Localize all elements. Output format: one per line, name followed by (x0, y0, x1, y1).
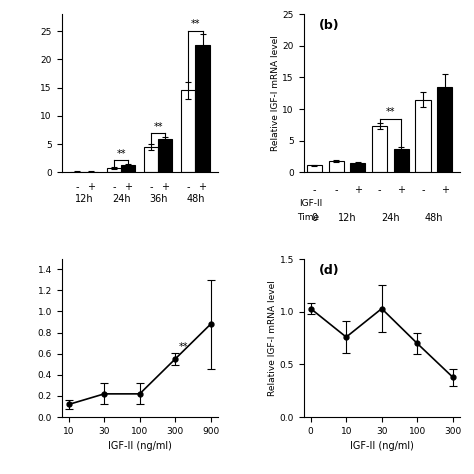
Text: +: + (87, 182, 95, 192)
Text: **: ** (179, 342, 188, 352)
Bar (144, 147, 158, 172)
Text: -: - (378, 185, 381, 195)
Text: 24h: 24h (381, 213, 400, 223)
Text: +: + (199, 182, 207, 192)
Text: 12h: 12h (74, 194, 93, 204)
Text: 12h: 12h (337, 213, 356, 223)
Bar (328, 161, 344, 172)
Bar (158, 139, 173, 172)
Bar (393, 149, 409, 172)
Text: 48h: 48h (186, 194, 205, 204)
Text: +: + (397, 185, 405, 195)
Bar (437, 87, 452, 172)
Text: **: ** (386, 107, 395, 117)
Text: -: - (75, 182, 79, 192)
Text: 48h: 48h (425, 213, 443, 223)
Text: **: ** (116, 149, 126, 159)
Text: -: - (149, 182, 153, 192)
Text: -: - (112, 182, 116, 192)
Text: 0: 0 (311, 213, 318, 223)
Bar (121, 165, 135, 172)
Text: +: + (124, 182, 132, 192)
Text: +: + (441, 185, 448, 195)
Text: 24h: 24h (112, 194, 130, 204)
Text: **: ** (191, 19, 200, 29)
Text: 36h: 36h (149, 194, 167, 204)
Y-axis label: Relative IGF-I mRNA level: Relative IGF-I mRNA level (271, 35, 280, 151)
Bar (107, 168, 121, 172)
Bar (195, 45, 210, 172)
Text: (d): (d) (319, 264, 340, 277)
Text: -: - (421, 185, 425, 195)
Text: **: ** (154, 122, 163, 132)
Text: -: - (187, 182, 190, 192)
Y-axis label: Relative IGF-I mRNA level: Relative IGF-I mRNA level (268, 280, 277, 396)
Bar (307, 165, 322, 172)
Bar (415, 100, 430, 172)
Text: +: + (161, 182, 169, 192)
Text: (b): (b) (319, 19, 340, 32)
Text: -: - (335, 185, 338, 195)
Text: IGF-II: IGF-II (299, 199, 322, 208)
Bar (350, 164, 365, 172)
Bar (372, 126, 387, 172)
X-axis label: IGF-II (ng/ml): IGF-II (ng/ml) (108, 441, 172, 451)
Bar (182, 91, 195, 172)
X-axis label: IGF-II (ng/ml): IGF-II (ng/ml) (350, 441, 414, 451)
Text: +: + (354, 185, 362, 195)
Text: Time: Time (297, 213, 319, 222)
Text: -: - (313, 185, 316, 195)
